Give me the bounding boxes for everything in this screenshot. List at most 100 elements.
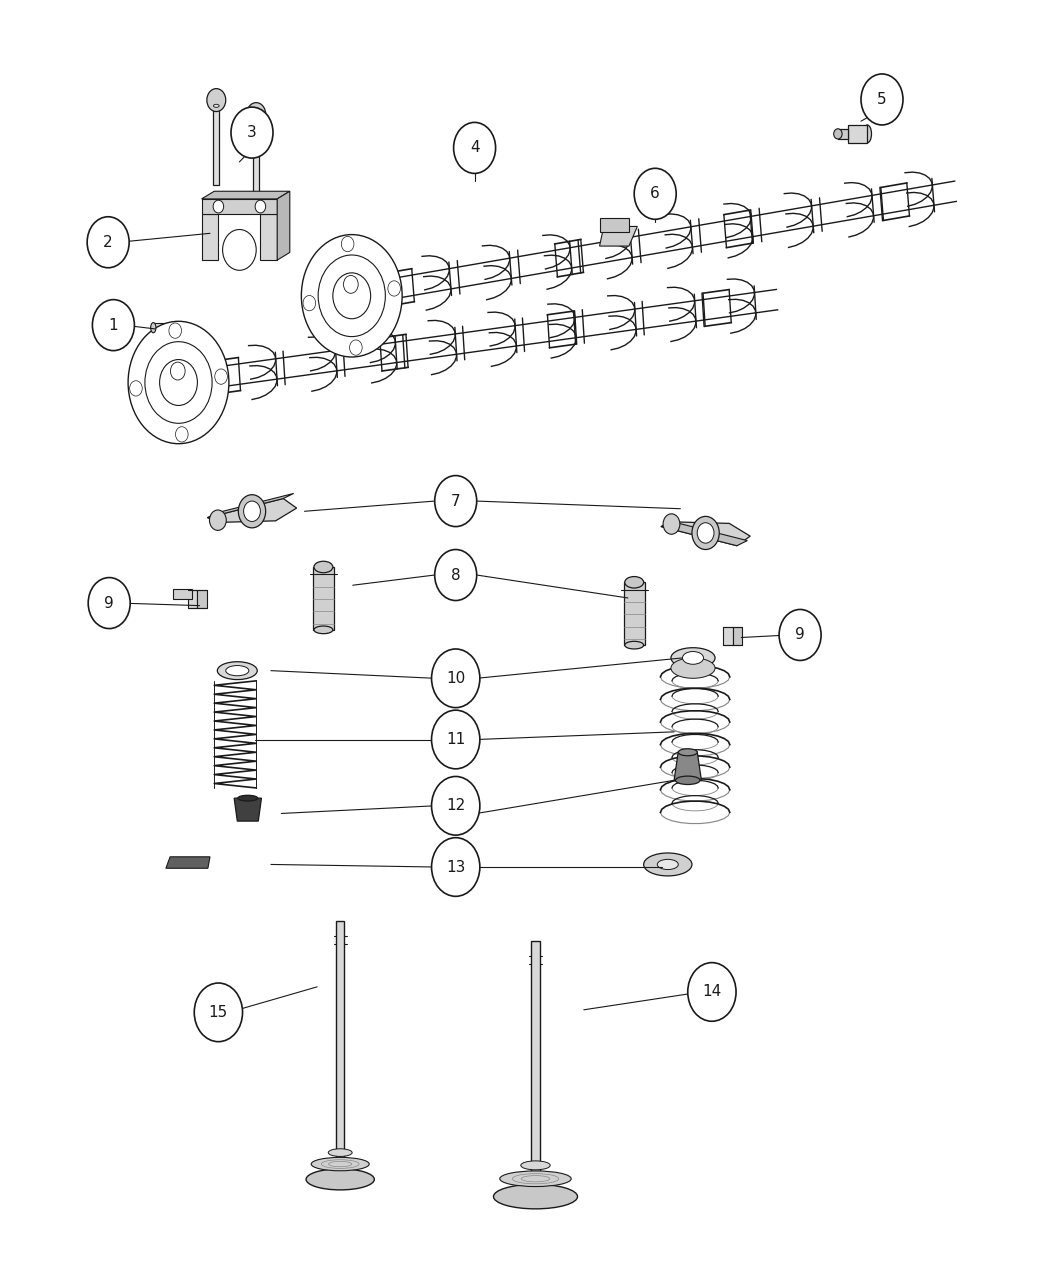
Circle shape: [333, 273, 371, 319]
Text: 7: 7: [450, 493, 461, 509]
Circle shape: [301, 235, 402, 357]
Polygon shape: [153, 323, 178, 333]
Polygon shape: [202, 199, 277, 214]
Circle shape: [454, 122, 496, 173]
Ellipse shape: [500, 1170, 571, 1187]
Circle shape: [244, 501, 260, 521]
Ellipse shape: [217, 662, 257, 680]
Polygon shape: [723, 627, 733, 645]
Polygon shape: [848, 125, 867, 143]
Ellipse shape: [213, 105, 219, 107]
Circle shape: [688, 963, 736, 1021]
Polygon shape: [624, 583, 645, 645]
Circle shape: [207, 89, 226, 112]
Ellipse shape: [863, 125, 871, 143]
Circle shape: [634, 168, 676, 219]
Ellipse shape: [625, 641, 644, 649]
Polygon shape: [202, 214, 218, 260]
Circle shape: [247, 102, 266, 125]
Circle shape: [387, 280, 400, 296]
Circle shape: [432, 710, 480, 769]
Ellipse shape: [675, 776, 700, 784]
Polygon shape: [188, 590, 197, 608]
Circle shape: [213, 200, 224, 213]
Circle shape: [435, 550, 477, 601]
Circle shape: [432, 649, 480, 708]
Text: 10: 10: [446, 671, 465, 686]
Text: 15: 15: [209, 1005, 228, 1020]
Circle shape: [170, 362, 185, 380]
Polygon shape: [253, 120, 259, 194]
Polygon shape: [234, 798, 261, 821]
Polygon shape: [733, 627, 742, 645]
Circle shape: [255, 200, 266, 213]
Text: 1: 1: [108, 317, 119, 333]
Circle shape: [343, 275, 358, 293]
Circle shape: [692, 516, 719, 550]
Circle shape: [350, 340, 362, 356]
Circle shape: [432, 838, 480, 896]
Circle shape: [318, 255, 385, 337]
Text: 5: 5: [877, 92, 887, 107]
Ellipse shape: [657, 859, 678, 870]
Ellipse shape: [307, 1169, 374, 1190]
Text: 6: 6: [650, 186, 660, 201]
Circle shape: [169, 323, 182, 338]
Text: 11: 11: [446, 732, 465, 747]
Circle shape: [697, 523, 714, 543]
Circle shape: [341, 236, 354, 251]
Circle shape: [92, 300, 134, 351]
Polygon shape: [313, 567, 334, 630]
Polygon shape: [207, 499, 296, 523]
Circle shape: [779, 609, 821, 660]
Polygon shape: [600, 227, 637, 246]
Polygon shape: [662, 521, 748, 546]
Polygon shape: [336, 921, 344, 1164]
Circle shape: [435, 476, 477, 527]
Text: 9: 9: [795, 627, 805, 643]
Ellipse shape: [671, 648, 715, 668]
Text: 3: 3: [247, 125, 257, 140]
Circle shape: [432, 776, 480, 835]
Ellipse shape: [253, 119, 259, 121]
Polygon shape: [662, 521, 750, 546]
Polygon shape: [838, 129, 848, 139]
Ellipse shape: [314, 626, 333, 634]
Polygon shape: [166, 857, 210, 868]
Ellipse shape: [314, 561, 333, 572]
Polygon shape: [531, 941, 540, 1178]
Circle shape: [160, 360, 197, 405]
Text: 13: 13: [446, 859, 465, 875]
Circle shape: [129, 381, 142, 397]
Ellipse shape: [151, 323, 155, 333]
Circle shape: [303, 296, 316, 311]
Ellipse shape: [671, 658, 715, 678]
Ellipse shape: [644, 853, 692, 876]
Circle shape: [215, 368, 228, 384]
Polygon shape: [600, 218, 629, 232]
Circle shape: [238, 495, 266, 528]
Polygon shape: [197, 590, 207, 608]
Polygon shape: [202, 191, 290, 199]
Circle shape: [861, 74, 903, 125]
Ellipse shape: [329, 1149, 352, 1156]
Circle shape: [175, 427, 188, 442]
Circle shape: [834, 129, 842, 139]
Circle shape: [87, 217, 129, 268]
Circle shape: [231, 107, 273, 158]
Ellipse shape: [625, 576, 644, 588]
Circle shape: [145, 342, 212, 423]
Ellipse shape: [521, 1160, 550, 1170]
Polygon shape: [674, 752, 701, 780]
Text: 9: 9: [104, 595, 114, 611]
Ellipse shape: [682, 652, 704, 664]
Circle shape: [128, 321, 229, 444]
Circle shape: [209, 510, 227, 530]
Text: 4: 4: [469, 140, 480, 156]
Text: 2: 2: [103, 235, 113, 250]
Text: 12: 12: [446, 798, 465, 813]
Ellipse shape: [237, 796, 257, 801]
Text: 14: 14: [702, 984, 721, 1000]
Circle shape: [88, 578, 130, 629]
Polygon shape: [277, 191, 290, 260]
